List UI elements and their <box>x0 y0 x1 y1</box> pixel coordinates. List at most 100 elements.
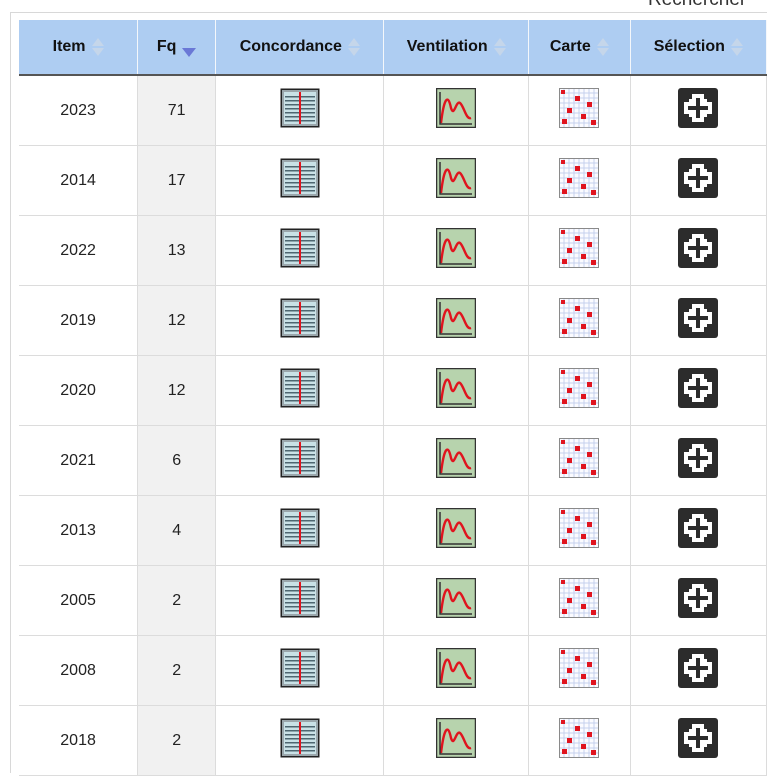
ventilation-chart-icon[interactable] <box>435 437 477 483</box>
add-selection-icon[interactable] <box>678 508 719 553</box>
concordance-cell <box>215 495 385 566</box>
concordance-cell <box>215 355 385 426</box>
column-header-concordance[interactable]: Concordance <box>215 20 385 76</box>
ventilation-cell <box>383 565 529 636</box>
ventilation-chart-icon[interactable] <box>435 647 477 693</box>
results-table: Item Fq Concordance Ventilation Carte Sé… <box>19 20 767 776</box>
header-row: Item Fq Concordance Ventilation Carte Sé… <box>19 20 767 76</box>
concordance-cell <box>215 75 385 146</box>
map-grid-icon[interactable] <box>559 228 600 273</box>
concordance-icon[interactable] <box>280 718 320 763</box>
selection-cell <box>630 145 767 216</box>
ventilation-cell <box>383 285 529 356</box>
map-grid-icon[interactable] <box>559 158 600 203</box>
table-row: 2019 12 <box>19 285 767 356</box>
concordance-icon[interactable] <box>280 648 320 693</box>
results-frame <box>10 12 767 773</box>
carte-cell <box>528 285 631 356</box>
ventilation-cell <box>383 215 529 286</box>
add-selection-icon[interactable] <box>678 368 719 413</box>
map-grid-icon[interactable] <box>559 88 600 133</box>
column-header-carte-label: Carte <box>549 38 591 55</box>
sort-descending-icon <box>182 47 197 57</box>
add-selection-icon[interactable] <box>678 158 719 203</box>
ventilation-chart-icon[interactable] <box>435 157 477 203</box>
ventilation-chart-icon[interactable] <box>435 507 477 553</box>
ventilation-cell <box>383 635 529 706</box>
item-cell: 2005 <box>19 565 139 636</box>
column-header-carte[interactable]: Carte <box>528 20 631 76</box>
ventilation-cell <box>383 145 529 216</box>
add-selection-icon[interactable] <box>678 648 719 693</box>
table-row: 2013 4 <box>19 495 767 566</box>
concordance-icon[interactable] <box>280 368 320 413</box>
concordance-cell <box>215 565 385 636</box>
carte-cell <box>528 215 631 286</box>
map-grid-icon[interactable] <box>559 578 600 623</box>
concordance-icon[interactable] <box>280 228 320 273</box>
carte-cell <box>528 75 631 146</box>
column-header-fq[interactable]: Fq <box>137 20 217 76</box>
add-selection-icon[interactable] <box>678 718 719 763</box>
table-row: 2021 6 <box>19 425 767 496</box>
carte-cell <box>528 355 631 426</box>
search-link-partial[interactable]: Rechercher <box>648 0 746 11</box>
column-header-concordance-label: Concordance <box>239 38 342 55</box>
concordance-cell <box>215 285 385 356</box>
item-cell: 2022 <box>19 215 139 286</box>
item-cell: 2021 <box>19 425 139 496</box>
selection-cell <box>630 75 767 146</box>
table-row: 2018 2 <box>19 705 767 776</box>
concordance-icon[interactable] <box>280 158 320 203</box>
table-row: 2005 2 <box>19 565 767 636</box>
ventilation-chart-icon[interactable] <box>435 227 477 273</box>
fq-cell: 4 <box>137 495 217 566</box>
column-header-ventilation[interactable]: Ventilation <box>383 20 529 76</box>
add-selection-icon[interactable] <box>678 578 719 623</box>
add-selection-icon[interactable] <box>678 298 719 343</box>
selection-cell <box>630 425 767 496</box>
map-grid-icon[interactable] <box>559 718 600 763</box>
add-selection-icon[interactable] <box>678 88 719 133</box>
column-header-ventilation-label: Ventilation <box>406 38 488 55</box>
column-header-item[interactable]: Item <box>19 20 139 76</box>
concordance-icon[interactable] <box>280 298 320 343</box>
ventilation-chart-icon[interactable] <box>435 577 477 623</box>
concordance-icon[interactable] <box>280 88 320 133</box>
table-row: 2008 2 <box>19 635 767 706</box>
concordance-icon[interactable] <box>280 578 320 623</box>
add-selection-icon[interactable] <box>678 228 719 273</box>
ventilation-cell <box>383 495 529 566</box>
fq-cell: 71 <box>137 75 217 146</box>
concordance-cell <box>215 705 385 776</box>
map-grid-icon[interactable] <box>559 298 600 343</box>
ventilation-chart-icon[interactable] <box>435 367 477 413</box>
fq-cell: 6 <box>137 425 217 496</box>
fq-cell: 2 <box>137 565 217 636</box>
map-grid-icon[interactable] <box>559 438 600 483</box>
item-cell: 2014 <box>19 145 139 216</box>
carte-cell <box>528 565 631 636</box>
carte-cell <box>528 425 631 496</box>
map-grid-icon[interactable] <box>559 368 600 413</box>
results-body: 2023 71 2014 17 2022 13 2019 12 2020 12 2021 6 2013 4… <box>19 75 767 776</box>
add-selection-icon[interactable] <box>678 438 719 483</box>
selection-cell <box>630 635 767 706</box>
carte-cell <box>528 145 631 216</box>
ventilation-cell <box>383 425 529 496</box>
sort-both-icon <box>91 36 104 58</box>
concordance-icon[interactable] <box>280 508 320 553</box>
concordance-cell <box>215 145 385 216</box>
map-grid-icon[interactable] <box>559 508 600 553</box>
selection-cell <box>630 355 767 426</box>
column-header-selection[interactable]: Sélection <box>630 20 767 76</box>
item-cell: 2008 <box>19 635 139 706</box>
ventilation-chart-icon[interactable] <box>435 717 477 763</box>
sort-both-icon <box>730 36 743 58</box>
column-header-item-label: Item <box>52 38 86 55</box>
ventilation-chart-icon[interactable] <box>435 87 477 133</box>
ventilation-chart-icon[interactable] <box>435 297 477 343</box>
map-grid-icon[interactable] <box>559 648 600 693</box>
concordance-cell <box>215 635 385 706</box>
concordance-icon[interactable] <box>280 438 320 483</box>
